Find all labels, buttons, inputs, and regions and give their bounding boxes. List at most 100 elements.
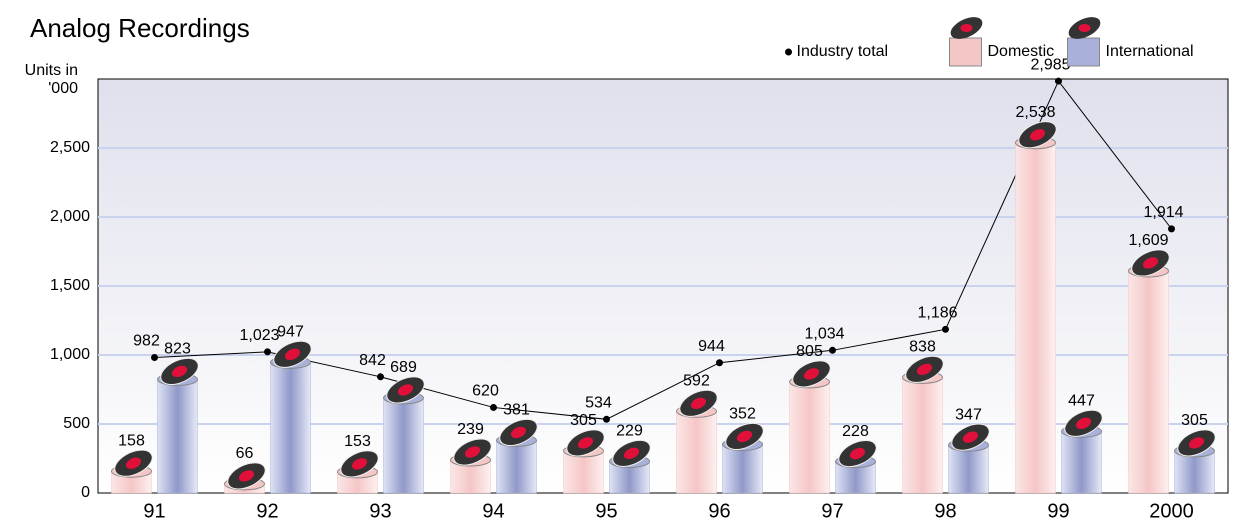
y-tick-label: 0 [81,484,90,501]
record-label [962,431,979,443]
data-label: 805 [796,343,823,360]
y-tick-label: 2,500 [50,139,90,156]
record-label [125,457,142,469]
legend-marker [785,48,792,56]
y-tick-label: 2,000 [50,208,90,225]
data-label: 153 [344,433,371,450]
record-label [849,447,866,460]
data-label: 1,914 [1143,204,1183,221]
y-axis-label-box: Units in '000 [24,62,78,97]
record-label [464,446,481,458]
record-label [1075,417,1092,429]
line-point [377,373,384,381]
legend-label: Domestic [988,43,1055,60]
data-label: 947 [277,324,304,341]
record-label [803,368,820,380]
record-label [736,430,753,443]
data-label: 1,023 [239,327,279,344]
data-label: 352 [729,406,756,423]
legend-swatch [1067,37,1100,67]
data-label: 620 [472,383,499,400]
bar [676,411,717,494]
x-tick-label: 2000 [1149,500,1194,522]
x-tick-label: 99 [1047,500,1069,522]
data-label: 838 [909,339,936,356]
record-label [577,437,594,449]
bar [789,381,830,494]
legend-label: International [1106,43,1194,60]
line-point [264,348,271,356]
data-label: 982 [133,333,160,350]
data-label: 534 [585,395,612,412]
record-label [1029,129,1046,141]
bar [270,362,311,494]
bar [383,397,424,494]
y-tick-label: 1,000 [50,346,90,363]
x-tick-label: 95 [595,500,617,522]
line-point [490,403,497,411]
line-point [829,346,836,354]
data-label: 305 [570,412,597,429]
bar [1061,431,1102,494]
record-label [284,348,301,360]
record-label [171,365,188,378]
x-tick-label: 93 [369,500,391,522]
data-label: 592 [683,373,710,390]
record-label [916,363,933,376]
legend-record-label [960,24,973,32]
x-tick-label: 98 [934,500,956,522]
data-label: 842 [359,352,386,369]
record-label [510,426,527,439]
bar [1015,142,1056,494]
data-label: 305 [1181,412,1208,429]
data-label: 1,034 [804,326,844,343]
data-label: 239 [457,421,484,438]
y-axis-label: Units in '000 [24,62,78,97]
bar [157,379,198,494]
line-point [942,325,949,333]
y-tick-label: 1,500 [50,277,90,294]
data-label: 66 [236,445,254,462]
data-label: 1,609 [1128,232,1168,249]
x-tick-label: 92 [256,500,278,522]
record-label [351,458,368,470]
line [154,80,1172,420]
legend-swatch [949,37,982,67]
data-label: 347 [955,406,982,423]
x-tick-label: 94 [482,500,504,522]
data-label: 229 [616,423,643,440]
bar [722,444,763,494]
bar [948,444,989,494]
legend-label: Industry total [797,43,889,60]
data-label: 689 [390,359,417,376]
record-label [238,470,255,482]
bar [563,450,604,494]
legend-record-label [1078,24,1091,32]
record-label [397,384,414,396]
data-label: 944 [698,338,725,355]
data-label: 381 [503,402,530,419]
y-tick-label: 500 [63,415,90,432]
x-tick-label: 96 [708,500,730,522]
line-point [1055,77,1062,85]
data-label: 1,186 [917,305,957,322]
data-label: 2,538 [1015,104,1055,121]
record-label [1188,437,1205,449]
x-tick-label: 97 [821,500,843,522]
line-point [1168,225,1175,233]
record-label [623,447,640,460]
line-point [716,359,723,367]
bar [496,440,537,494]
data-label: 2,985 [1030,56,1070,73]
data-label: 228 [842,423,869,440]
record-label [690,397,707,409]
data-label: 447 [1068,393,1095,410]
data-label: 158 [118,432,145,449]
bar [1128,270,1169,494]
line-point [151,353,158,361]
line-point [603,415,610,423]
chart-title: Analog Recordings [30,13,250,43]
data-label: 823 [164,341,191,358]
bar [902,377,943,494]
